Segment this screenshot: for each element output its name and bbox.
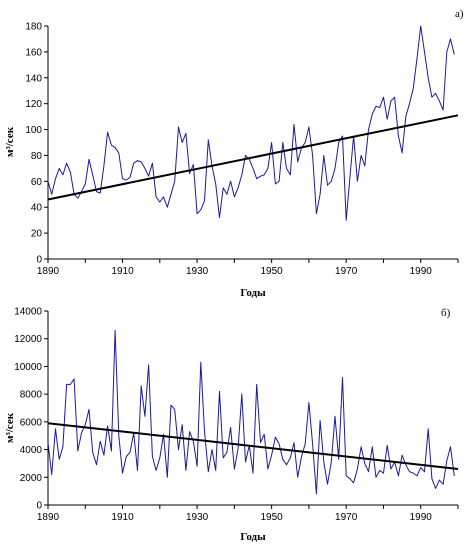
panel-label-b: б): [441, 307, 451, 319]
y-tick-label: 4000: [20, 445, 43, 456]
x-tick-label: 1990: [410, 512, 433, 523]
x-tick-label: 1970: [335, 266, 358, 277]
y-tick-label: 100: [25, 125, 42, 136]
y-tick-label: 0: [36, 501, 42, 512]
chart-a-xlabel: Годы: [240, 287, 266, 299]
chart-a-yticks: 0 20 40 60 80 100 120 140 160 180: [25, 22, 48, 266]
chart-b-xticks: 1890 1910 1930 1950 1970 1990: [37, 505, 459, 523]
y-tick-label: 40: [31, 203, 43, 214]
y-tick-label: 0: [36, 255, 42, 266]
y-tick-label: 180: [25, 22, 42, 33]
data-series-line: [47, 25, 455, 221]
y-tick-label: 6000: [20, 417, 43, 428]
y-tick-label: 80: [31, 151, 43, 162]
chart-b-ylabel: м³/сек: [4, 412, 16, 443]
chart-b-series: [47, 329, 459, 495]
x-tick-label: 1930: [186, 266, 209, 277]
x-tick-label: 1990: [410, 266, 433, 277]
x-tick-label: 1970: [335, 512, 358, 523]
chart-a-ylabel: м³/сек: [4, 126, 16, 157]
chart-a-series: [47, 25, 459, 221]
x-tick-label: 1890: [37, 266, 60, 277]
y-tick-label: 60: [31, 177, 43, 188]
y-tick-label: 12000: [14, 334, 42, 345]
x-tick-label: 1930: [186, 512, 209, 523]
x-tick-label: 1950: [261, 266, 284, 277]
x-tick-label: 1950: [261, 512, 284, 523]
y-tick-label: 140: [25, 73, 42, 84]
trend-line: [47, 422, 459, 470]
chart-b-xlabel: Годы: [240, 531, 266, 543]
y-tick-label: 120: [25, 99, 42, 110]
panel-label-a: а): [455, 8, 464, 20]
x-tick-label: 1890: [37, 512, 60, 523]
y-tick-label: 2000: [20, 473, 43, 484]
y-tick-label: 20: [31, 229, 43, 240]
chart-b: б) 0 2000 4000 6000 8000 10000 12000 14000 1890…: [4, 307, 459, 543]
y-tick-label: 160: [25, 47, 42, 58]
y-tick-label: 8000: [20, 390, 43, 401]
chart-a-xticks: 1890 1910 1930 1950 1970 1990: [37, 259, 459, 277]
x-tick-label: 1910: [111, 266, 134, 277]
y-tick-label: 10000: [14, 362, 42, 373]
trend-line: [47, 114, 459, 201]
chart-b-yticks: 0 2000 4000 6000 8000 10000 12000 14000: [14, 307, 48, 512]
chart-a: а) 0 20 40 60 80 100 120 140 160 180 1890 1910 1930…: [4, 8, 464, 299]
x-tick-label: 1910: [111, 512, 134, 523]
data-series-line: [47, 329, 455, 495]
y-tick-label: 14000: [14, 307, 42, 318]
